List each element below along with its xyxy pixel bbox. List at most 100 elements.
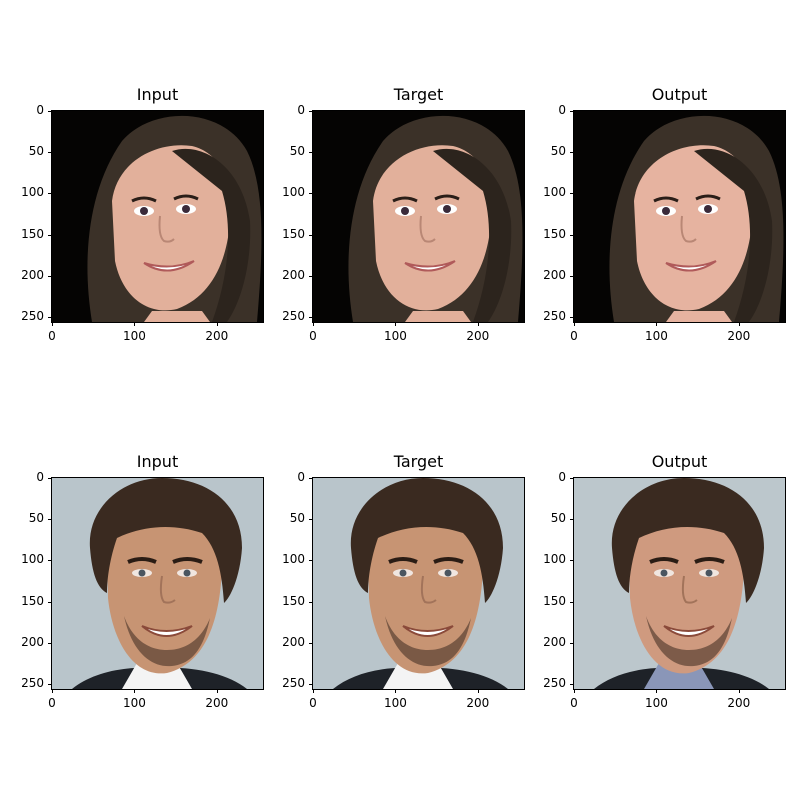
y-tick-mark — [309, 642, 313, 644]
y-tick-mark — [48, 234, 52, 236]
face-image-woman-target — [312, 110, 525, 323]
y-tick-mark — [570, 642, 574, 644]
y-tick-label: 0 — [297, 470, 305, 484]
x-tick-mark — [395, 689, 397, 693]
y-tick-mark — [570, 193, 574, 195]
x-tick-label: 100 — [644, 696, 668, 710]
y-tick-label: 250 — [21, 676, 44, 690]
panel-title: Input — [136, 452, 179, 471]
y-tick-mark — [48, 317, 52, 318]
x-tick-label: 200 — [205, 329, 229, 343]
y-tick-label: 250 — [543, 676, 566, 690]
x-tick-mark — [52, 689, 53, 693]
y-tick-label: 200 — [21, 267, 44, 282]
y-tick-mark — [309, 111, 313, 112]
x-tick-label: 0 — [48, 329, 56, 343]
y-tick-mark — [48, 684, 52, 685]
x-tick-mark — [738, 322, 740, 326]
panel-title: Output — [651, 452, 708, 471]
y-tick-label: 100 — [282, 552, 305, 567]
y-tick-label: 150 — [282, 593, 305, 608]
y-tick-label: 250 — [21, 309, 44, 323]
panel-title: Input — [136, 85, 179, 104]
x-tick-mark — [656, 689, 658, 693]
y-tick-mark — [309, 193, 313, 195]
y-tick-label: 100 — [282, 185, 305, 200]
y-tick-label: 250 — [282, 676, 305, 690]
y-tick-mark — [48, 642, 52, 644]
panel-title: Target — [393, 452, 444, 471]
y-tick-mark — [570, 111, 574, 112]
y-tick-label: 150 — [21, 593, 44, 608]
y-tick-label: 250 — [543, 309, 566, 323]
y-tick-mark — [309, 234, 313, 236]
y-tick-mark — [48, 601, 52, 603]
y-tick-mark — [570, 152, 574, 154]
panel-title: Target — [393, 85, 444, 104]
y-tick-label: 100 — [21, 552, 44, 567]
y-tick-mark — [309, 519, 313, 521]
x-tick-mark — [216, 322, 218, 326]
x-tick-label: 0 — [309, 696, 317, 710]
x-tick-label: 0 — [48, 696, 56, 710]
x-tick-label: 0 — [570, 329, 578, 343]
y-tick-mark — [48, 478, 52, 479]
y-tick-label: 200 — [543, 267, 566, 282]
y-tick-label: 150 — [543, 226, 566, 241]
x-tick-mark — [313, 322, 314, 326]
y-tick-label: 0 — [36, 470, 44, 484]
y-tick-mark — [48, 152, 52, 154]
y-tick-mark — [48, 560, 52, 562]
y-tick-mark — [309, 152, 313, 154]
y-tick-label: 100 — [543, 552, 566, 567]
y-tick-mark — [309, 317, 313, 318]
panel-woman-target: Target 0 50 100 150 200 250 0 100 200 — [282, 85, 525, 343]
x-tick-label: 0 — [309, 329, 317, 343]
panel-woman-input: Input 0 50 100 150 200 250 0 100 200 — [21, 85, 264, 343]
y-tick-mark — [48, 193, 52, 195]
y-tick-mark — [48, 275, 52, 277]
x-tick-label: 200 — [466, 696, 490, 710]
x-tick-mark — [134, 322, 136, 326]
x-tick-label: 100 — [383, 696, 407, 710]
panel-man-target: Target 0 50 100 150 200 250 0 100 200 — [282, 452, 525, 710]
face-image-man-target — [312, 477, 525, 690]
x-tick-label: 100 — [122, 696, 146, 710]
y-tick-label: 0 — [36, 103, 44, 117]
y-tick-label: 50 — [550, 511, 566, 526]
y-tick-label: 100 — [21, 185, 44, 200]
x-tick-mark — [477, 689, 479, 693]
panel-woman-output: Output 0 50 100 150 200 250 0 100 200 — [543, 85, 786, 343]
y-tick-label: 50 — [550, 144, 566, 159]
y-tick-label: 0 — [558, 470, 566, 484]
x-tick-label: 200 — [727, 696, 751, 710]
y-tick-mark — [309, 275, 313, 277]
x-tick-label: 200 — [466, 329, 490, 343]
x-tick-mark — [738, 689, 740, 693]
x-tick-mark — [134, 689, 136, 693]
x-tick-label: 200 — [727, 329, 751, 343]
panel-man-input: Input 0 50 100 150 200 250 0 100 200 — [21, 452, 264, 710]
panel-man-output: Output 0 50 100 150 200 250 0 100 200 — [543, 452, 786, 710]
x-tick-mark — [216, 689, 218, 693]
x-tick-label: 100 — [383, 329, 407, 343]
y-tick-label: 150 — [21, 226, 44, 241]
x-tick-mark — [656, 322, 658, 326]
x-tick-mark — [313, 689, 314, 693]
y-tick-label: 0 — [558, 103, 566, 117]
y-tick-label: 50 — [28, 511, 44, 526]
face-image-man-output — [573, 477, 786, 690]
y-tick-label: 150 — [543, 593, 566, 608]
x-tick-label: 100 — [644, 329, 668, 343]
x-tick-mark — [52, 322, 53, 326]
y-tick-mark — [570, 560, 574, 562]
y-tick-label: 250 — [282, 309, 305, 323]
face-image-woman-input — [51, 110, 264, 323]
y-tick-label: 100 — [543, 185, 566, 200]
x-tick-label: 0 — [570, 696, 578, 710]
y-tick-mark — [309, 601, 313, 603]
y-tick-label: 200 — [282, 634, 305, 649]
y-tick-mark — [570, 317, 574, 318]
y-tick-mark — [309, 478, 313, 479]
y-tick-label: 50 — [289, 144, 305, 159]
